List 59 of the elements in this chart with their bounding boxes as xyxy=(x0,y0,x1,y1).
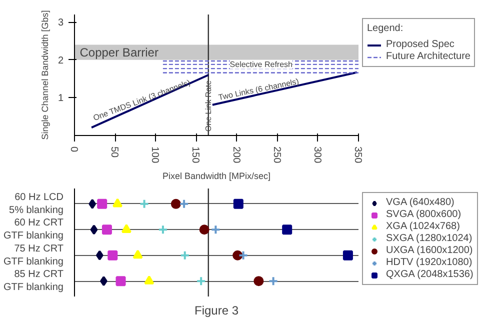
legend-title: Legend: xyxy=(367,23,404,34)
point xyxy=(144,275,154,284)
x-tick-label: 0 xyxy=(68,146,79,152)
point xyxy=(238,250,248,260)
point xyxy=(170,198,181,209)
caption: Figure 3 xyxy=(194,304,239,318)
point xyxy=(199,224,210,235)
legend-label: HDTV (1920x1080) xyxy=(386,257,472,268)
y-tick-label: 1 xyxy=(58,93,64,104)
legend-label: UXGA (1600x1200) xyxy=(386,245,473,256)
y-tick-label: 75 Hz CRT GTF blanking xyxy=(3,243,64,268)
x-tick-label: 100 xyxy=(149,146,160,164)
x-axis-title: Pixel Bandwidth [MPix/sec] xyxy=(162,171,271,182)
point xyxy=(139,198,150,209)
point xyxy=(121,224,132,233)
x-tick-label: 250 xyxy=(270,146,282,164)
point xyxy=(108,250,118,260)
point xyxy=(116,276,126,286)
point xyxy=(232,250,243,260)
y-tick-label: 85 Hz CRT GTF blanking xyxy=(3,268,64,294)
point xyxy=(342,250,353,260)
point xyxy=(96,250,104,260)
point xyxy=(90,224,98,235)
legend-label: XGA (1024x768) xyxy=(386,221,460,232)
x-tick-label: 300 xyxy=(311,146,322,164)
x-tick-label: 50 xyxy=(108,146,120,158)
legend-label: QXGA (2048x1536) xyxy=(386,269,474,280)
legend-label: SVGA (800x600) xyxy=(386,209,462,220)
y-axis-title: Single Channel Bandwidth [Gbs] xyxy=(40,10,50,140)
point xyxy=(88,198,96,209)
point xyxy=(254,276,264,286)
point xyxy=(132,250,143,259)
y-tick-label: 2 xyxy=(58,55,64,66)
annotation: Selective Refresh xyxy=(230,60,292,69)
y-tick-label: 60 Hz CRT GTF blanking xyxy=(3,218,64,242)
point xyxy=(158,224,168,235)
y-tick-label: 3 xyxy=(58,18,64,29)
point xyxy=(97,198,108,209)
point xyxy=(210,224,221,235)
point xyxy=(102,224,112,235)
x-tick-label: 150 xyxy=(190,146,201,164)
point xyxy=(268,276,278,286)
point xyxy=(180,250,190,260)
ref-line-label: One Link Rate xyxy=(204,80,213,132)
x-tick-label: 350 xyxy=(352,146,363,164)
point xyxy=(100,276,108,286)
legend-label: Proposed Spec xyxy=(386,39,454,50)
point xyxy=(233,198,244,209)
point xyxy=(179,198,190,209)
band-label: Copper Barrier xyxy=(80,45,158,60)
y-tick-label: 60 Hz LCD 5% blanking xyxy=(9,192,64,216)
point xyxy=(282,224,292,235)
annotation: Two Links (6 channels) xyxy=(218,76,300,102)
legend-label: VGA (640x480) xyxy=(386,197,454,208)
x-tick-label: 200 xyxy=(230,146,242,164)
point xyxy=(196,276,206,286)
legend-label: Future Architecture xyxy=(386,51,470,62)
legend-label: SXGA (1280x1024) xyxy=(386,233,472,244)
point xyxy=(112,198,123,208)
